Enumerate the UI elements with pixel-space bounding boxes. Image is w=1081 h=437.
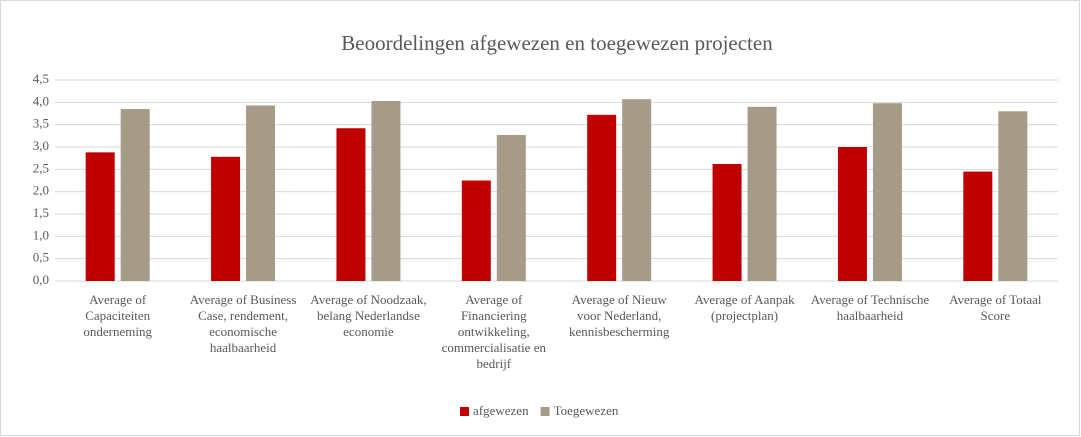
x-tick-label: Average of Technische haalbaarheid: [810, 292, 930, 323]
bar: [747, 106, 777, 281]
bar: [211, 156, 241, 281]
bar: [120, 109, 150, 282]
legend-swatch: [540, 407, 550, 416]
bar: [622, 99, 652, 281]
bar: [872, 103, 902, 281]
bar: [998, 111, 1028, 282]
bar: [246, 105, 276, 282]
bar: [837, 147, 867, 281]
y-tick-label: 1,5: [33, 205, 49, 220]
y-tick-label: 4,5: [33, 71, 49, 86]
x-tick-label: Average of Noodzaak, belang Nederlandse …: [310, 292, 427, 339]
y-tick-label: 0,5: [33, 250, 49, 265]
bar: [496, 134, 526, 281]
y-tick-label: 0,0: [33, 272, 49, 287]
bar: [85, 152, 115, 281]
y-tick-label: 2,0: [33, 183, 49, 198]
y-tick-label: 4,0: [33, 93, 49, 108]
legend-label: afgewezen: [473, 403, 529, 418]
x-tick-label: Average of Aanpak (projectplan): [694, 292, 795, 323]
x-tick-label: Average of Financiering ontwikkeling, co…: [441, 292, 546, 371]
y-tick-label: 3,0: [33, 138, 49, 153]
bar: [963, 171, 993, 281]
y-tick-label: 1,0: [33, 227, 49, 242]
x-tick-label: Average of Nieuw voor Nederland, kennisb…: [569, 292, 670, 339]
y-tick-label: 2,5: [33, 160, 49, 175]
bar: [371, 100, 401, 281]
bar: [336, 128, 366, 281]
y-tick-label: 3,5: [33, 116, 49, 131]
bar: [587, 114, 617, 281]
legend-label: Toegewezen: [554, 403, 619, 418]
chart-title: Beoordelingen afgewezen en toegewezen pr…: [341, 31, 773, 55]
x-tick-label: Average of Totaal Score: [949, 292, 1042, 323]
bar: [712, 163, 742, 281]
x-tick-label: Average of Capaciteiten onderneming: [83, 292, 152, 339]
legend-swatch: [460, 407, 469, 416]
bar: [461, 180, 491, 281]
x-tick-label: Average of Business Case, rendement, eco…: [189, 292, 297, 355]
